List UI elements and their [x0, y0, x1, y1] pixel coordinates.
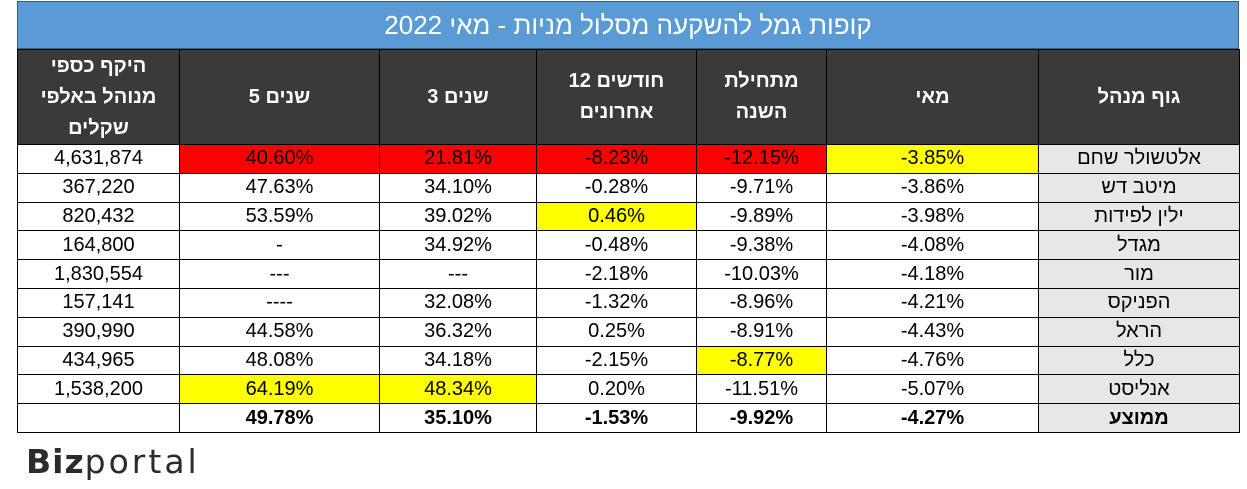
- manager-cell: הפניקס: [1038, 287, 1240, 318]
- aum-cell: 390,990: [17, 316, 180, 347]
- ytd-cell: -8.77%: [696, 345, 827, 376]
- m12-cell: 0.46%: [536, 201, 697, 232]
- manager-cell: מור: [1038, 259, 1240, 289]
- header-12-months: 12 חודשים אחרונים: [536, 49, 697, 145]
- ytd-cell: -8.91%: [696, 316, 827, 347]
- table-row: 434,965 48.08% 34.18% -2.15% -8.77% -4.7…: [17, 345, 1240, 376]
- y3-cell: 35.10%: [379, 403, 537, 433]
- y5-cell: ----: [179, 287, 380, 318]
- y3-cell: 34.18%: [379, 345, 537, 376]
- may-cell: -3.98%: [826, 201, 1039, 232]
- table-row: 1,830,554 --- --- -2.18% -10.03% -4.18% …: [17, 259, 1240, 289]
- y5-cell: 53.59%: [179, 201, 380, 232]
- aum-cell: 4,631,874: [17, 144, 180, 174]
- may-cell: -3.85%: [826, 144, 1039, 174]
- header-3-years: 3 שנים: [379, 49, 537, 145]
- logo-portal-text: portal: [84, 442, 200, 481]
- m12-cell: 0.20%: [536, 374, 697, 405]
- y5-cell: 48.08%: [179, 345, 380, 376]
- manager-cell: מגדל: [1038, 230, 1240, 261]
- ytd-cell: -9.89%: [696, 201, 827, 232]
- table-row: 164,800 - 34.92% -0.48% -9.38% -4.08% מג…: [17, 230, 1240, 261]
- table-row: 4,631,874 40.60% 21.81% -8.23% -12.15% -…: [17, 144, 1240, 174]
- may-cell: -4.08%: [826, 230, 1039, 261]
- aum-cell: 820,432: [17, 201, 180, 232]
- y3-cell: 48.34%: [379, 374, 537, 405]
- m12-cell: 0.25%: [536, 316, 697, 347]
- bizportal-logo: Bizportal: [26, 445, 200, 478]
- y5-cell: 40.60%: [179, 144, 380, 174]
- ytd-cell: -9.38%: [696, 230, 827, 261]
- manager-cell: אנליסט: [1038, 374, 1240, 405]
- aum-cell: 434,965: [17, 345, 180, 376]
- ytd-cell: -9.71%: [696, 172, 827, 203]
- aum-cell: 157,141: [17, 287, 180, 318]
- ytd-cell: -12.15%: [696, 144, 827, 174]
- ytd-cell: -8.96%: [696, 287, 827, 318]
- aum-cell: [17, 403, 180, 433]
- m12-cell: -1.32%: [536, 287, 697, 318]
- table-row: 157,141 ---- 32.08% -1.32% -8.96% -4.21%…: [17, 287, 1240, 318]
- returns-table: היקף כספי מנוהל באלפי שקלים 5 שנים 3 שני…: [17, 49, 1240, 433]
- y3-cell: 34.10%: [379, 172, 537, 203]
- table-row: 820,432 53.59% 39.02% 0.46% -9.89% -3.98…: [17, 201, 1240, 232]
- header-aum: היקף כספי מנוהל באלפי שקלים: [17, 49, 180, 145]
- header-may: מאי: [826, 49, 1039, 145]
- ytd-cell: -11.51%: [696, 374, 827, 405]
- may-cell: -4.18%: [826, 259, 1039, 289]
- may-cell: -4.43%: [826, 316, 1039, 347]
- y5-cell: ---: [179, 259, 380, 289]
- table-row: 1,538,200 64.19% 48.34% 0.20% -11.51% -5…: [17, 374, 1240, 405]
- y3-cell: 21.81%: [379, 144, 537, 174]
- y5-cell: 64.19%: [179, 374, 380, 405]
- table-row: 390,990 44.58% 36.32% 0.25% -8.91% -4.43…: [17, 316, 1240, 347]
- average-row: 49.78% 35.10% -1.53% -9.92% -4.27% ממוצע: [17, 403, 1240, 433]
- ytd-cell: -9.92%: [696, 403, 827, 433]
- aum-cell: 1,538,200: [17, 374, 180, 405]
- header-ytd: מתחילת השנה: [696, 49, 827, 145]
- y3-cell: ---: [379, 259, 537, 289]
- manager-cell: מיטב דש: [1038, 172, 1240, 203]
- y5-cell: -: [179, 230, 380, 261]
- y3-cell: 36.32%: [379, 316, 537, 347]
- m12-cell: -8.23%: [536, 144, 697, 174]
- table-row: 367,220 47.63% 34.10% -0.28% -9.71% -3.8…: [17, 172, 1240, 203]
- y5-cell: 47.63%: [179, 172, 380, 203]
- m12-cell: -1.53%: [536, 403, 697, 433]
- logo-biz-text: Biz: [26, 442, 85, 481]
- m12-cell: -0.48%: [536, 230, 697, 261]
- y3-cell: 32.08%: [379, 287, 537, 318]
- table-title: קופות גמל להשקעה מסלול מניות - מאי 2022: [17, 1, 1239, 49]
- may-cell: -4.27%: [826, 403, 1039, 433]
- may-cell: -4.76%: [826, 345, 1039, 376]
- y5-cell: 49.78%: [179, 403, 380, 433]
- may-cell: -5.07%: [826, 374, 1039, 405]
- may-cell: -4.21%: [826, 287, 1039, 318]
- manager-cell: ממוצע: [1038, 403, 1240, 433]
- manager-cell: הראל: [1038, 316, 1240, 347]
- may-cell: -3.86%: [826, 172, 1039, 203]
- y5-cell: 44.58%: [179, 316, 380, 347]
- manager-cell: אלטשולר שחם: [1038, 144, 1240, 174]
- ytd-cell: -10.03%: [696, 259, 827, 289]
- header-5-years: 5 שנים: [179, 49, 380, 145]
- aum-cell: 367,220: [17, 172, 180, 203]
- aum-cell: 1,830,554: [17, 259, 180, 289]
- header-row: היקף כספי מנוהל באלפי שקלים 5 שנים 3 שני…: [17, 49, 1240, 145]
- header-manager: גוף מנהל: [1038, 49, 1240, 145]
- aum-cell: 164,800: [17, 230, 180, 261]
- m12-cell: -0.28%: [536, 172, 697, 203]
- m12-cell: -2.15%: [536, 345, 697, 376]
- y3-cell: 34.92%: [379, 230, 537, 261]
- manager-cell: כלל: [1038, 345, 1240, 376]
- manager-cell: ילין לפידות: [1038, 201, 1240, 232]
- m12-cell: -2.18%: [536, 259, 697, 289]
- y3-cell: 39.02%: [379, 201, 537, 232]
